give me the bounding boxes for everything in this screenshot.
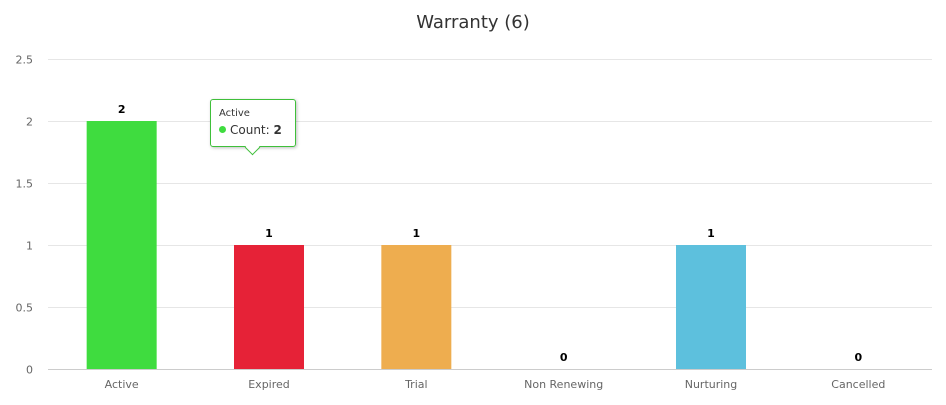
x-tick-label: Cancelled xyxy=(831,378,885,391)
bars xyxy=(86,121,746,369)
y-tick-label: 0.5 xyxy=(16,302,34,315)
y-axis-ticks: 0 0.5 1 1.5 2 2.5 xyxy=(16,54,34,377)
data-label: 1 xyxy=(413,227,421,240)
x-tick-label: Trial xyxy=(404,378,427,391)
x-tick-label: Non Renewing xyxy=(524,378,603,391)
x-tick-label: Nurturing xyxy=(685,378,738,391)
grid-lines xyxy=(48,59,932,370)
bar-nurturing[interactable] xyxy=(676,245,746,369)
y-tick-label: 0 xyxy=(26,364,33,377)
data-label: 0 xyxy=(560,351,568,364)
tooltip-value: 2 xyxy=(273,123,282,137)
tooltip-series-label: Count: xyxy=(230,123,274,137)
data-label: 1 xyxy=(265,227,273,240)
data-label: 1 xyxy=(707,227,715,240)
x-tick-label: Active xyxy=(105,378,139,391)
data-label: 2 xyxy=(118,103,126,116)
chart-title: Warranty (6) xyxy=(416,12,530,33)
tooltip-row: Count: 2 xyxy=(219,122,287,138)
y-tick-label: 1 xyxy=(26,240,33,253)
bar-trial[interactable] xyxy=(381,245,452,369)
data-labels: 2 1 1 0 1 0 xyxy=(118,103,863,364)
tooltip-title: Active xyxy=(219,108,250,119)
bar-expired[interactable] xyxy=(234,245,304,369)
y-tick-label: 2 xyxy=(26,116,33,129)
y-tick-label: 2.5 xyxy=(16,54,34,67)
bar-active[interactable] xyxy=(86,121,157,369)
series-dot-icon xyxy=(219,126,226,133)
y-tick-label: 1.5 xyxy=(16,178,34,191)
data-label: 0 xyxy=(855,351,863,364)
chart-tooltip: Active Count: 2 xyxy=(210,99,296,156)
x-tick-label: Expired xyxy=(248,378,290,391)
x-axis-ticks: Active Expired Trial Non Renewing Nurturing C… xyxy=(105,378,886,391)
